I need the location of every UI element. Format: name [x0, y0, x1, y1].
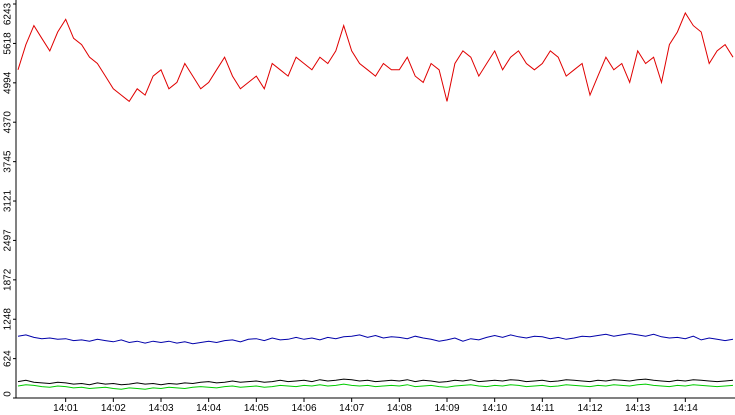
x-tick-label: 14:14 — [673, 403, 698, 414]
series-line — [17, 378, 734, 386]
x-tick-label: 14:03 — [148, 403, 173, 414]
x-tick-label: 14:05 — [244, 403, 269, 414]
x-tick-label: 14:07 — [339, 403, 364, 414]
y-tick-label: 6243 — [3, 2, 14, 25]
y-tick-label: 3121 — [3, 189, 14, 212]
y-tick-label: 0 — [3, 391, 14, 397]
y-tick-label: 4994 — [3, 71, 14, 94]
x-tick-label: 14:02 — [101, 403, 126, 414]
y-tick-label: 4370 — [3, 111, 14, 134]
x-tick-label: 14:08 — [387, 403, 412, 414]
series-line — [17, 383, 734, 390]
x-tick-label: 14:11 — [530, 403, 555, 414]
y-tick-label: 624 — [3, 350, 14, 367]
y-tick-label: 1248 — [3, 308, 14, 331]
y-tick-label: 5618 — [3, 32, 14, 55]
series-line — [17, 11, 734, 103]
x-tick-label: 14:13 — [625, 403, 650, 414]
y-tick-label: 2497 — [3, 229, 14, 252]
x-tick-label: 14:10 — [482, 403, 507, 414]
x-tick-label: 14:04 — [196, 403, 221, 414]
x-tick-label: 14:09 — [434, 403, 459, 414]
y-tick-label: 3745 — [3, 150, 14, 173]
y-tick-label: 1872 — [3, 268, 14, 291]
series-line — [17, 333, 734, 345]
x-tick-label: 14:12 — [577, 403, 602, 414]
x-tick-label: 14:06 — [291, 403, 316, 414]
x-tick-label: 14:01 — [53, 403, 78, 414]
